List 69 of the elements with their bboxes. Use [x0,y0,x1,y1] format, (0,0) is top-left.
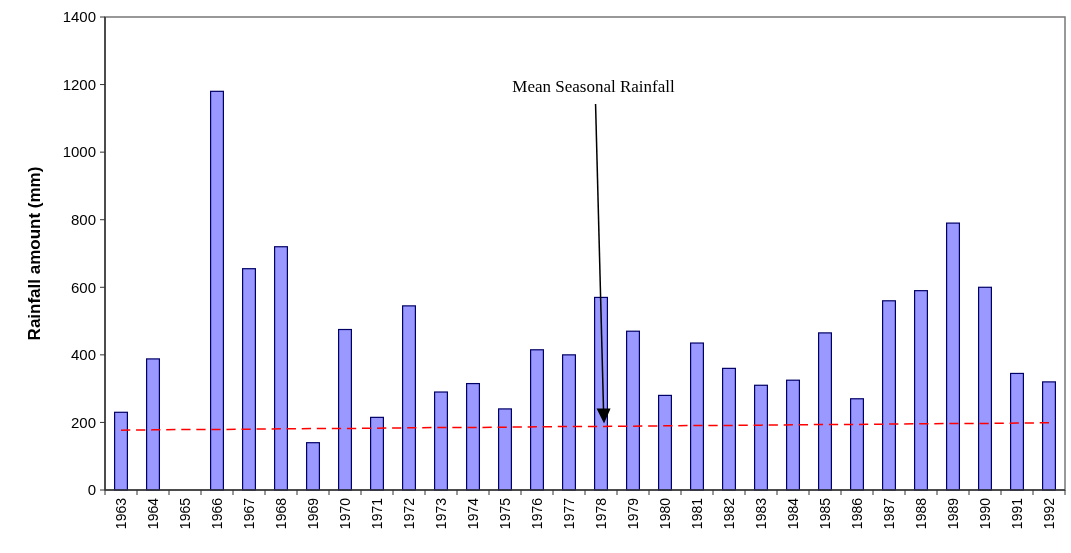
bar [882,300,896,491]
x-tick-label: 1967 [240,497,257,530]
x-tick-label: 1972 [400,497,417,530]
x-tick-label: 1988 [912,497,929,530]
y-axis-title: Rainfall amount (mm) [25,166,44,341]
x-tick-label: 1986 [848,497,865,530]
x-tick-label: 1974 [464,497,481,530]
x-tick-label: 1982 [720,497,737,530]
x-tick-label: 1991 [1008,497,1025,530]
x-tick-label: 1985 [816,497,833,530]
x-tick-label: 1965 [176,497,193,530]
x-tick-label: 1992 [1040,497,1057,530]
x-tick-label: 1973 [432,497,449,530]
y-tick-label: 0 [87,481,96,499]
bar [658,394,672,491]
x-tick-label: 1983 [752,497,769,530]
bar [754,384,768,491]
x-tick-label: 1990 [976,497,993,530]
bar [306,442,320,491]
x-tick-label: 1984 [784,497,801,530]
x-tick-label: 1976 [528,497,545,530]
y-tick-label: 400 [70,346,96,364]
bar [1010,372,1024,491]
bar [402,305,416,491]
x-tick-label: 1978 [592,497,609,530]
x-tick-label: 1963 [112,497,129,530]
bar [338,328,352,491]
bar [562,354,576,491]
x-tick-label: 1977 [560,497,577,530]
bar [722,367,736,491]
x-tick-label: 1964 [144,497,161,530]
bar [978,286,992,491]
bar [946,222,960,491]
x-tick-label: 1968 [272,497,289,530]
line-series [120,422,1050,431]
bar [146,358,160,491]
x-tick-label: 1969 [304,497,321,530]
x-tick-label: 1981 [688,497,705,530]
bar [370,416,384,491]
bar [850,398,864,491]
x-tick-label: 1987 [880,497,897,530]
y-tick-label: 200 [70,413,96,431]
bar [466,382,480,491]
bar [242,268,256,491]
bar [114,411,128,491]
y-tick-label: 1200 [62,75,96,93]
x-tick-label: 1979 [624,497,641,530]
y-tick-label: 1000 [62,143,96,161]
bar [626,330,640,491]
bar [530,349,544,491]
bar [786,379,800,491]
x-tick-label: 1970 [336,497,353,530]
x-tick-label: 1989 [944,497,961,530]
y-tick-label: 1400 [62,8,96,26]
text: Mean Seasonal Rainfall [512,77,676,96]
y-tick-label: 800 [70,210,96,228]
y-tick-label: 600 [70,278,96,296]
bar [1042,381,1056,491]
x-tick-label: 1975 [496,497,513,530]
bar [690,342,704,491]
x-tick-label: 1971 [368,497,385,530]
bar [498,408,512,491]
bar [914,290,928,491]
bar [434,391,448,491]
bar [818,332,832,491]
x-tick-label: 1980 [656,497,673,530]
bar [210,90,224,491]
x-tick-label: 1966 [208,497,225,530]
bar [274,246,288,491]
